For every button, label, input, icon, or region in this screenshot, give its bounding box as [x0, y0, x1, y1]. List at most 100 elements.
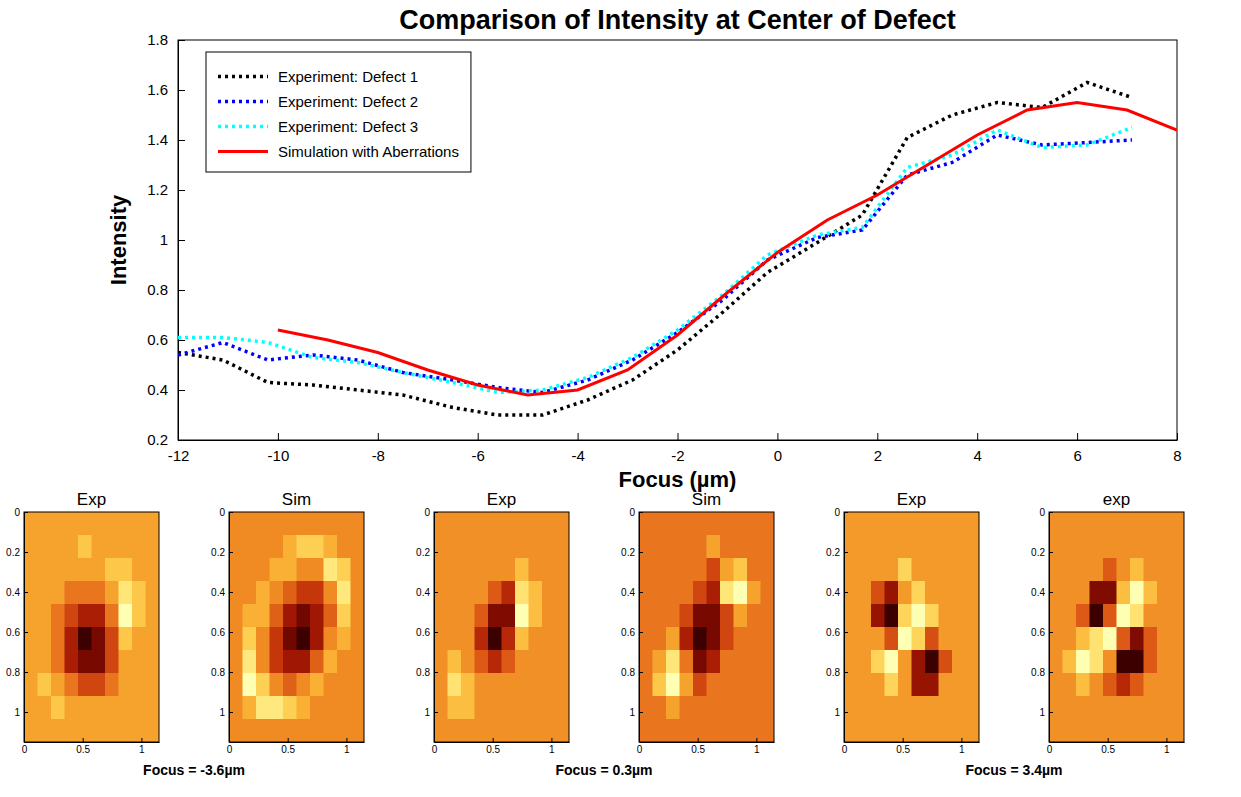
tick-mark: [229, 512, 233, 513]
heatmap-cell: [502, 512, 516, 536]
heatmap-cell: [1103, 696, 1117, 720]
heatmap-cell: [351, 673, 365, 697]
heatmap-cell: [434, 673, 448, 697]
heatmap-cell: [1103, 512, 1117, 536]
heatmap-cell: [542, 650, 556, 674]
heatmap-cell: [844, 673, 858, 697]
tick-mark: [178, 190, 185, 191]
heatmap-cell: [858, 558, 872, 582]
tick: 1: [754, 738, 760, 755]
heatmap-cell: [1157, 627, 1171, 651]
heatmap-cell: [885, 673, 899, 697]
heatmap-cell: [461, 581, 475, 605]
heatmap-cell: [132, 696, 146, 720]
heatmap-cell: [666, 558, 680, 582]
heatmap-cell: [1171, 512, 1185, 536]
heatmap-cell: [707, 535, 721, 559]
heatmap-cell: [734, 581, 748, 605]
heatmap-cell: [337, 604, 351, 628]
heatmap-cell: [1117, 558, 1131, 582]
heatmap-cell: [351, 581, 365, 605]
heatmap-cell: [542, 627, 556, 651]
heatmap-cell: [78, 535, 92, 559]
heatmap-cell: [734, 650, 748, 674]
tick: 0: [1039, 507, 1053, 518]
tick-label: 0.4: [211, 587, 225, 598]
heatmap-cell: [105, 696, 119, 720]
heatmap-cell: [747, 512, 761, 536]
heatmap-cell: [761, 719, 775, 742]
heatmap-cell: [939, 673, 953, 697]
heatmap-cell: [1144, 673, 1158, 697]
heatmap-cell: [105, 627, 119, 651]
heatmap-cell: [324, 512, 338, 536]
heatmap-cell: [488, 535, 502, 559]
panel-y-axis: 00.20.40.60.81: [6, 507, 28, 743]
heatmap-cell: [243, 604, 257, 628]
heatmap-cell: [925, 558, 939, 582]
heatmap-cell: [1049, 650, 1063, 674]
tick: 0: [219, 507, 233, 518]
tick-label: 0: [1039, 507, 1045, 518]
tick-label: 1: [160, 231, 168, 248]
tick-label: 4: [974, 447, 982, 464]
heatmap-cell: [337, 673, 351, 697]
heatmap-cell: [666, 627, 680, 651]
heatmap-cell: [243, 512, 257, 536]
heatmap-cell: [1049, 673, 1063, 697]
tick-mark: [24, 632, 28, 633]
tick: 0.2: [147, 431, 185, 448]
tick-mark: [844, 632, 848, 633]
tick-mark: [639, 592, 643, 593]
tick: 0.6: [147, 331, 185, 348]
tick-label: 0.6: [147, 331, 168, 348]
heatmap-cell: [515, 673, 529, 697]
tick-label: 8: [1173, 447, 1181, 464]
heatmap-cell: [24, 627, 38, 651]
heatmap-cell: [243, 558, 257, 582]
heatmap-cell: [229, 627, 243, 651]
tick-label: 0: [629, 507, 635, 518]
heatmap-cell: [939, 558, 953, 582]
heatmap-cell: [925, 604, 939, 628]
heatmap-cell: [243, 696, 257, 720]
heatmap-cell: [1063, 650, 1077, 674]
heatmap-cell: [871, 719, 885, 742]
heatmap-cell: [119, 581, 133, 605]
heatmap-cell: [1049, 512, 1063, 536]
heatmap-cell: [898, 512, 912, 536]
tick-label: 1.2: [147, 181, 168, 198]
tick: 0.4: [211, 587, 233, 598]
heatmap-cell: [1171, 627, 1185, 651]
heatmap-cell: [1130, 673, 1144, 697]
heatmap-cell: [65, 558, 79, 582]
series-line: [178, 135, 1132, 393]
heatmap-cell: [1103, 604, 1117, 628]
heatmap-cell: [680, 558, 694, 582]
heatmap-cell: [693, 627, 707, 651]
heatmap-cell: [38, 535, 52, 559]
heatmap-cell: [1117, 696, 1131, 720]
heatmap-cell: [639, 719, 653, 742]
tick: -6: [472, 433, 485, 464]
heatmap-cells: [639, 512, 774, 742]
tick: 0.6: [621, 627, 643, 638]
axis-line: [229, 513, 230, 743]
heatmap-cell: [1076, 627, 1090, 651]
heatmap-cell: [939, 581, 953, 605]
heatmap-cell: [747, 581, 761, 605]
heatmap-cell: [1171, 535, 1185, 559]
heatmap-cell: [844, 627, 858, 651]
tick-label: 0.5: [486, 744, 500, 755]
heatmap-cell: [38, 581, 52, 605]
heatmap-cell: [105, 558, 119, 582]
tick: 6: [1073, 433, 1081, 464]
heatmap-cell: [653, 696, 667, 720]
tick-mark: [844, 592, 848, 593]
heatmap-cell: [448, 673, 462, 697]
heatmap-cell: [105, 719, 119, 742]
heatmap-cell: [51, 627, 65, 651]
heatmap-cell: [256, 673, 270, 697]
tick-mark: [178, 440, 185, 441]
heatmap-cell: [92, 512, 106, 536]
